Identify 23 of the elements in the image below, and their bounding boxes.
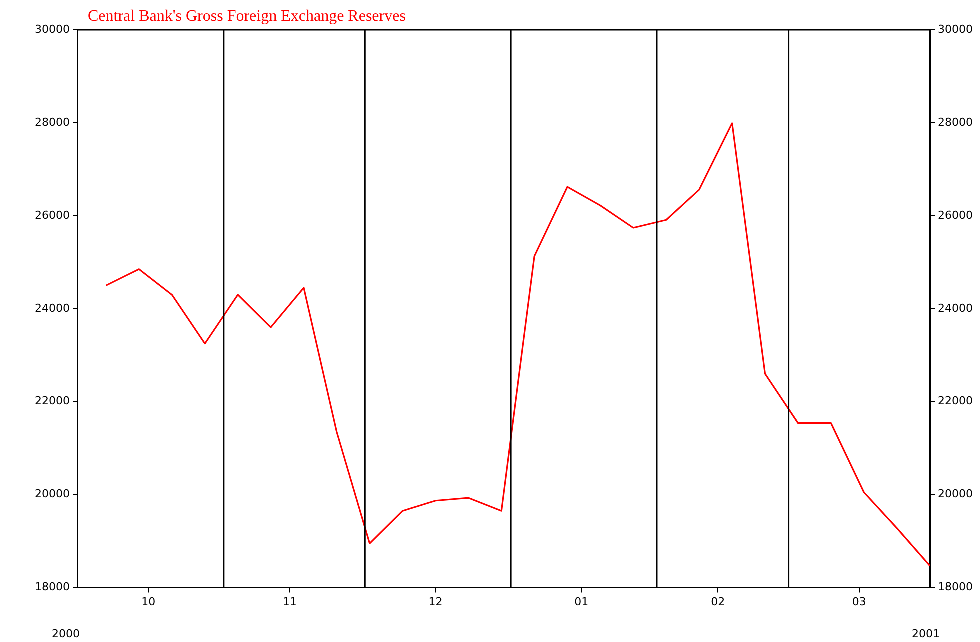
y-tick-label: 22000 (34, 394, 70, 408)
y2-tick-label: 18000 (938, 580, 974, 594)
text: 2001 (912, 627, 940, 640)
x-tick-label: 11 (282, 595, 297, 608)
x-tick-label: 10 (142, 595, 156, 608)
y-tick-label: 24000 (34, 302, 70, 315)
y2-tick-label: 30000 (938, 22, 974, 36)
x-tick-label: 01 (574, 595, 589, 608)
y-tick-label: 20000 (34, 488, 70, 501)
y2-tick-label: 24000 (938, 302, 974, 315)
x-tick-label: 03 (852, 595, 866, 608)
y-tick-label: 18000 (34, 580, 70, 594)
y2-tick-label: 20000 (938, 488, 974, 501)
y2-tick-label: 28000 (938, 116, 974, 129)
y2-tick-label: 26000 (938, 208, 974, 222)
x-tick-label: 12 (428, 595, 443, 608)
y-tick-label: 28000 (34, 116, 70, 129)
y-tick-label: 26000 (34, 208, 70, 222)
chart-title: Central Bank's Gross Foreign Exchange Reserves (88, 8, 406, 26)
text: 2000 (52, 627, 80, 640)
y-tick-label: 30000 (34, 22, 70, 36)
y2-tick-label: 22000 (938, 394, 974, 408)
x-tick-label: 02 (711, 595, 726, 608)
